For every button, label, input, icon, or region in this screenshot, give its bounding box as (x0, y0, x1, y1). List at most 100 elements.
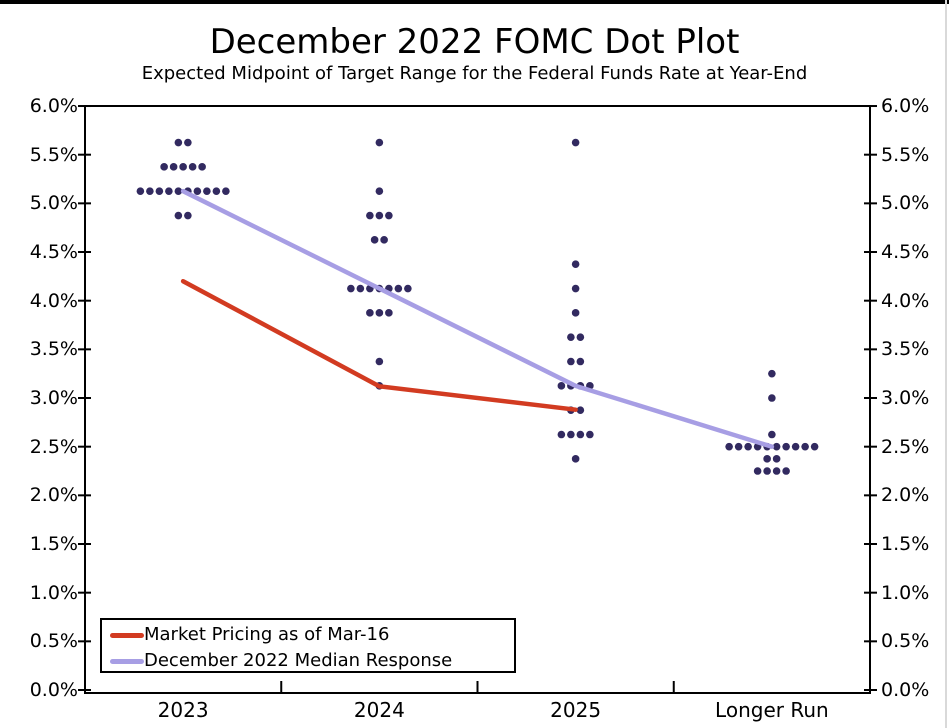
y-tick-label-right: 3.5% (881, 338, 930, 361)
fomc-dot (222, 187, 230, 195)
fomc-dot (203, 187, 211, 195)
fomc-dot (557, 382, 566, 390)
fomc-dot (576, 333, 585, 341)
fomc-dot (734, 442, 743, 451)
fomc-dot (366, 309, 374, 317)
fomc-dot (763, 455, 771, 463)
fomc-dot (763, 467, 771, 475)
legend-label-market-pricing: Market Pricing as of Mar-16 (144, 624, 390, 645)
y-tick-label-left: 2.5% (29, 435, 78, 458)
median-response-line-swatch (110, 658, 144, 664)
market-pricing-line (180, 278, 578, 412)
y-tick-label-right: 5.5% (881, 143, 930, 166)
legend-label-median-response: December 2022 Median Response (144, 650, 453, 671)
y-tick-label-right: 0.5% (881, 630, 930, 653)
fomc-dot (576, 406, 585, 414)
window-right-edge (945, 0, 947, 728)
fomc-dot (557, 430, 566, 439)
fomc-dot (347, 284, 355, 293)
fomc-dot (375, 357, 384, 366)
y-tick-label-left: 0.5% (29, 630, 78, 653)
fomc-dot (782, 467, 790, 475)
fomc-dot (772, 467, 781, 475)
y-tick-label-right: 4.0% (881, 289, 930, 312)
y-tick-label-right: 4.5% (881, 241, 930, 263)
y-tick-label-right: 1.0% (881, 581, 930, 604)
x-tick-label: 2023 (157, 698, 209, 722)
fomc-dot (394, 284, 403, 293)
fomc-dot (772, 455, 781, 463)
y-tick-label-left: 4.0% (29, 289, 78, 312)
fomc-dot (366, 211, 374, 220)
y-tick-label-right: 5.0% (881, 192, 930, 215)
fomc-dot (772, 442, 781, 451)
fomc-dot (567, 333, 575, 341)
fomc-dot (576, 357, 585, 366)
fomc-dot (567, 357, 575, 366)
fomc-dot (571, 309, 580, 317)
fomc-dot (768, 430, 776, 439)
fomc-dot (174, 187, 183, 195)
fomc-dot (160, 163, 168, 171)
fomc-dot (375, 309, 384, 317)
y-tick-label-left: 3.5% (29, 338, 78, 361)
chart-subtitle: Expected Midpoint of Target Range for th… (141, 63, 808, 84)
fomc-dot (567, 430, 575, 439)
fomc-dot (744, 442, 752, 451)
fomc-dot (768, 394, 776, 402)
fomc-dot (146, 187, 154, 195)
fomc-dot (184, 211, 192, 220)
y-tick-label-left: 5.0% (29, 192, 78, 215)
fomc-dot (188, 163, 197, 171)
fomc-dot (375, 211, 384, 220)
fomc-dot (385, 211, 393, 220)
fomc-dot (576, 430, 585, 439)
fomc-dot (165, 187, 173, 195)
y-tick-label-left: 1.5% (29, 533, 78, 555)
fomc-dot (370, 236, 379, 244)
x-tick-label: 2025 (550, 698, 602, 722)
fomc-dot (184, 138, 192, 147)
top-border-bar (0, 0, 949, 4)
y-tick-label-right: 2.0% (881, 484, 930, 507)
chart-title: December 2022 FOMC Dot Plot (209, 22, 740, 62)
fomc-dot (375, 187, 384, 195)
fomc-dot (586, 430, 594, 439)
fomc-dot (193, 187, 202, 195)
y-tick-label-right: 6.0% (881, 95, 930, 118)
fomc-dot (179, 163, 187, 171)
y-tick-label-left: 0.0% (29, 679, 78, 701)
fomc-dot (356, 284, 365, 293)
fomc-dot (380, 236, 388, 244)
fomc-dot (136, 187, 145, 195)
fomc-dot (753, 467, 762, 475)
legend-box: Market Pricing as of Mar-16 December 202… (100, 618, 516, 673)
fomc-dot (375, 138, 384, 147)
fomc-dot (571, 260, 580, 268)
y-tick-label-right: 3.0% (881, 387, 930, 409)
fomc-dot (385, 309, 393, 317)
fomc-dot (571, 455, 580, 463)
y-tick-label-left: 1.0% (29, 581, 78, 604)
fomc-dot (174, 211, 183, 220)
fomc-dot (198, 163, 206, 171)
fomc-dot (212, 187, 221, 195)
fomc-dot (782, 442, 790, 451)
y-tick-label-left: 3.0% (29, 387, 78, 409)
x-tick-label: Longer Run (715, 698, 829, 722)
y-tick-label-left: 6.0% (29, 95, 78, 118)
fomc-dot (155, 187, 164, 195)
fomc-dot (571, 138, 580, 147)
fomc-dot (810, 442, 819, 451)
fomc-dot (571, 284, 580, 293)
median-response-line (180, 188, 775, 449)
legend-item-median-response: December 2022 Median Response (110, 648, 514, 674)
market-pricing-line-swatch (110, 632, 144, 638)
fomc-dot (404, 284, 412, 293)
fomc-dot (801, 442, 809, 451)
fomc-dot (768, 369, 776, 378)
fomc-dot (725, 442, 733, 451)
fomc-dot (174, 138, 183, 147)
